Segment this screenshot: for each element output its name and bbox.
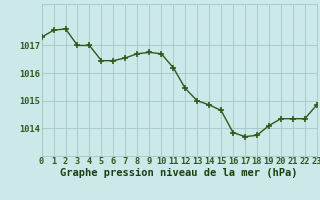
X-axis label: Graphe pression niveau de la mer (hPa): Graphe pression niveau de la mer (hPa) [60, 168, 298, 178]
